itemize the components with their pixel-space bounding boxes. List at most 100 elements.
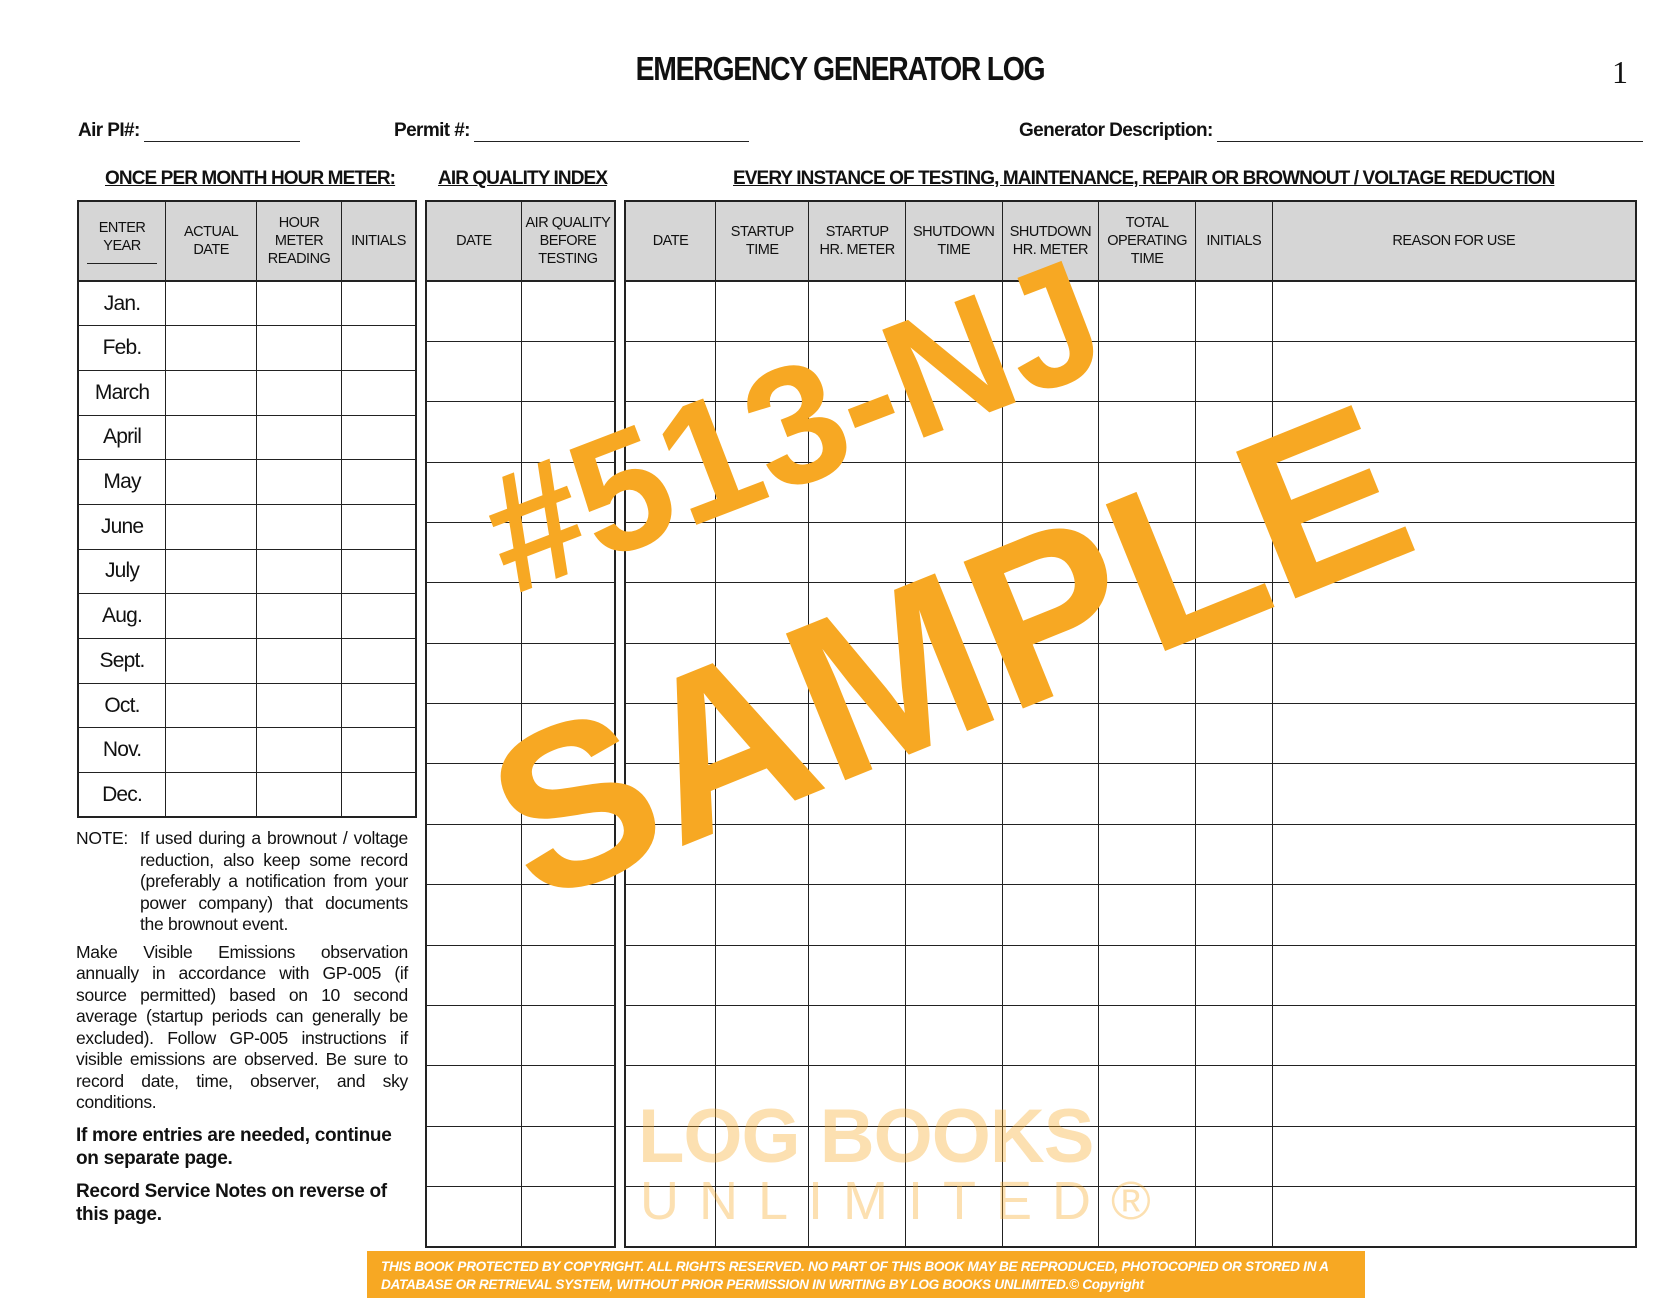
entry-cell[interactable] <box>1194 823 1273 886</box>
entry-cell[interactable] <box>624 823 716 886</box>
entry-cell[interactable] <box>1001 1004 1100 1067</box>
entry-cell[interactable] <box>714 1185 810 1248</box>
entry-cell[interactable] <box>714 642 810 705</box>
entry-cell[interactable] <box>165 414 258 461</box>
entry-cell[interactable] <box>1098 944 1196 1006</box>
entry-cell[interactable] <box>425 1185 522 1248</box>
entry-cell[interactable] <box>165 638 258 684</box>
entry-cell[interactable] <box>425 522 522 584</box>
entry-cell[interactable] <box>1001 280 1100 342</box>
entry-cell[interactable] <box>340 682 417 729</box>
entry-cell[interactable] <box>520 1004 616 1067</box>
entry-cell[interactable] <box>340 638 417 684</box>
entry-cell[interactable] <box>1001 823 1100 886</box>
entry-cell[interactable] <box>904 884 1003 946</box>
entry-cell[interactable] <box>624 522 716 584</box>
entry-cell[interactable] <box>1194 401 1273 463</box>
entry-cell[interactable] <box>624 280 716 342</box>
entry-cell[interactable] <box>425 944 522 1006</box>
entry-cell[interactable] <box>340 459 417 505</box>
entry-cell[interactable] <box>520 944 616 1006</box>
entry-cell[interactable] <box>425 280 522 342</box>
entry-cell[interactable] <box>1271 582 1637 644</box>
entry-cell[interactable] <box>165 369 258 416</box>
entry-cell[interactable] <box>165 727 258 774</box>
entry-cell[interactable] <box>624 763 716 825</box>
entry-cell[interactable] <box>425 763 522 825</box>
entry-cell[interactable] <box>256 503 342 550</box>
entry-cell[interactable] <box>1271 823 1637 886</box>
entry-cell[interactable] <box>1001 522 1100 584</box>
entry-cell[interactable] <box>808 401 906 463</box>
entry-cell[interactable] <box>340 414 417 461</box>
entry-cell[interactable] <box>808 884 906 946</box>
entry-cell[interactable] <box>1271 642 1637 705</box>
entry-cell[interactable] <box>1098 1065 1196 1127</box>
entry-cell[interactable] <box>256 459 342 505</box>
entry-cell[interactable] <box>1001 1125 1100 1187</box>
entry-cell[interactable] <box>714 884 810 946</box>
entry-cell[interactable] <box>425 703 522 765</box>
entry-cell[interactable] <box>904 1004 1003 1067</box>
entry-cell[interactable] <box>425 642 522 705</box>
entry-cell[interactable] <box>340 280 417 327</box>
entry-cell[interactable] <box>256 772 342 818</box>
entry-cell[interactable] <box>520 823 616 886</box>
entry-cell[interactable] <box>1271 1125 1637 1187</box>
entry-cell[interactable] <box>1098 884 1196 946</box>
entry-cell[interactable] <box>904 1185 1003 1248</box>
entry-cell[interactable] <box>1271 1185 1637 1248</box>
entry-cell[interactable] <box>904 642 1003 705</box>
entry-cell[interactable] <box>1098 522 1196 584</box>
entry-cell[interactable] <box>1271 703 1637 765</box>
entry-cell[interactable] <box>1271 401 1637 463</box>
entry-cell[interactable] <box>1001 1185 1100 1248</box>
entry-cell[interactable] <box>808 582 906 644</box>
entry-cell[interactable] <box>425 1125 522 1187</box>
entry-cell[interactable] <box>1194 944 1273 1006</box>
entry-cell[interactable] <box>714 280 810 342</box>
entry-cell[interactable] <box>1098 1125 1196 1187</box>
air-pi-input-line[interactable] <box>143 121 300 142</box>
entry-cell[interactable] <box>165 593 258 639</box>
entry-cell[interactable] <box>1271 522 1637 584</box>
entry-cell[interactable] <box>1098 642 1196 705</box>
entry-cell[interactable] <box>1001 401 1100 463</box>
entry-cell[interactable] <box>256 280 342 327</box>
entry-cell[interactable] <box>624 1065 716 1127</box>
entry-cell[interactable] <box>520 1065 616 1127</box>
entry-cell[interactable] <box>808 944 906 1006</box>
entry-cell[interactable] <box>340 727 417 774</box>
entry-cell[interactable] <box>1001 340 1100 403</box>
entry-cell[interactable] <box>904 1125 1003 1187</box>
entry-cell[interactable] <box>256 325 342 371</box>
entry-cell[interactable] <box>520 884 616 946</box>
entry-cell[interactable] <box>1194 642 1273 705</box>
entry-cell[interactable] <box>808 522 906 584</box>
entry-cell[interactable] <box>256 548 342 595</box>
entry-cell[interactable] <box>624 1125 716 1187</box>
entry-cell[interactable] <box>808 1125 906 1187</box>
entry-cell[interactable] <box>1001 461 1100 524</box>
entry-cell[interactable] <box>165 772 258 818</box>
entry-cell[interactable] <box>624 582 716 644</box>
permit-input-line[interactable] <box>473 121 749 142</box>
entry-cell[interactable] <box>624 1004 716 1067</box>
entry-cell[interactable] <box>904 703 1003 765</box>
entry-cell[interactable] <box>714 1004 810 1067</box>
entry-cell[interactable] <box>904 401 1003 463</box>
entry-cell[interactable] <box>256 682 342 729</box>
entry-cell[interactable] <box>1271 1065 1637 1127</box>
entry-cell[interactable] <box>1271 884 1637 946</box>
entry-cell[interactable] <box>1098 703 1196 765</box>
entry-cell[interactable] <box>1001 703 1100 765</box>
entry-cell[interactable] <box>340 772 417 818</box>
entry-cell[interactable] <box>520 340 616 403</box>
entry-cell[interactable] <box>808 823 906 886</box>
entry-cell[interactable] <box>165 503 258 550</box>
entry-cell[interactable] <box>425 1065 522 1127</box>
entry-cell[interactable] <box>904 522 1003 584</box>
entry-cell[interactable] <box>714 1125 810 1187</box>
entry-cell[interactable] <box>165 682 258 729</box>
entry-cell[interactable] <box>1194 461 1273 524</box>
